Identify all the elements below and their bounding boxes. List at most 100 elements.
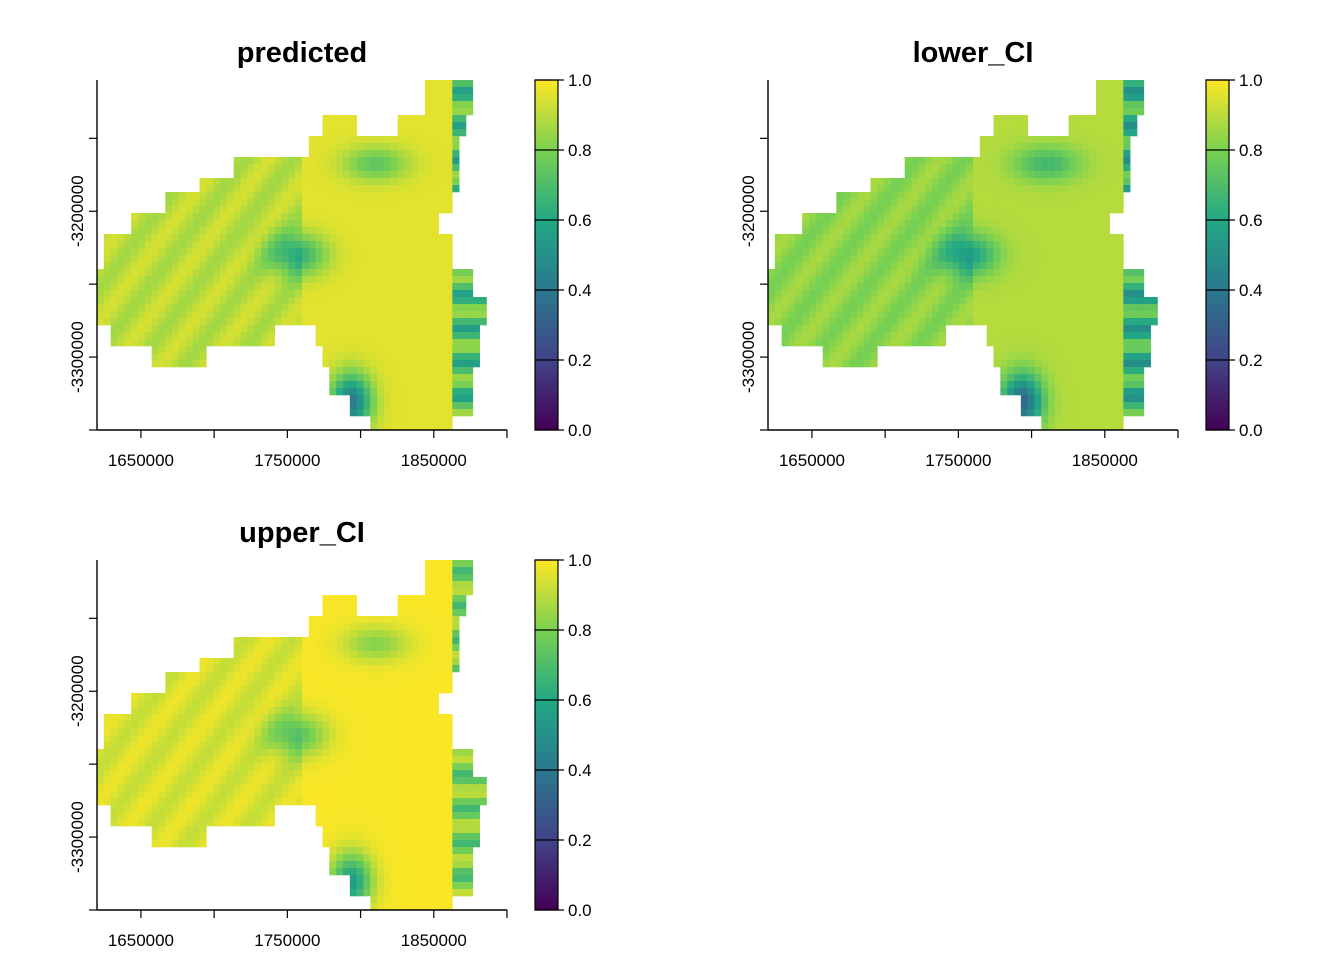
raster-cell	[254, 798, 262, 806]
raster-cell	[1055, 332, 1063, 340]
raster-cell	[267, 798, 275, 806]
raster-cell	[267, 791, 275, 799]
raster-cell	[431, 560, 439, 568]
raster-cell	[261, 178, 269, 186]
raster-cell	[295, 798, 303, 806]
raster-cell	[179, 304, 187, 312]
raster-cell	[1137, 367, 1145, 375]
raster-cell	[411, 791, 419, 799]
raster-cell	[1109, 234, 1117, 242]
raster-cell	[445, 290, 453, 298]
raster-cell	[768, 318, 776, 326]
raster-cell	[377, 833, 385, 841]
raster-cell	[117, 297, 125, 305]
raster-cell	[185, 826, 193, 834]
raster-cell	[472, 346, 480, 354]
raster-cell	[370, 185, 378, 193]
raster-cell	[343, 297, 351, 305]
raster-cell	[288, 220, 296, 228]
raster-cell	[884, 220, 892, 228]
raster-cell	[103, 234, 111, 242]
raster-cell	[226, 735, 234, 743]
raster-cell	[343, 269, 351, 277]
raster-cell	[390, 402, 398, 410]
raster-cell	[185, 234, 193, 242]
raster-cell	[138, 262, 146, 270]
raster-cell	[1075, 388, 1083, 396]
raster-cell	[411, 686, 419, 694]
raster-cell	[891, 325, 899, 333]
raster-cell	[356, 227, 364, 235]
raster-cell	[261, 637, 269, 645]
raster-cell	[438, 784, 446, 792]
raster-cell	[274, 227, 282, 235]
raster-cell	[452, 588, 460, 596]
raster-cell	[261, 714, 269, 722]
raster-cell	[1041, 283, 1049, 291]
raster-cell	[774, 255, 782, 263]
raster-cell	[322, 756, 330, 764]
raster-cell	[1068, 304, 1076, 312]
raster-cell	[179, 269, 187, 277]
raster-cell	[233, 255, 241, 263]
raster-cell	[479, 791, 487, 799]
raster-cell	[856, 276, 864, 284]
raster-cell	[850, 297, 858, 305]
raster-cell	[418, 658, 426, 666]
raster-cell	[431, 129, 439, 137]
raster-cell	[1089, 297, 1097, 305]
raster-cell	[1048, 136, 1056, 144]
raster-cell	[179, 213, 187, 221]
raster-cell	[404, 602, 412, 610]
raster-cell	[1116, 234, 1124, 242]
raster-cell	[363, 192, 371, 200]
raster-cell	[438, 819, 446, 827]
raster-cell	[254, 770, 262, 778]
raster-cell	[315, 679, 323, 687]
raster-cell	[768, 304, 776, 312]
raster-cell	[1137, 87, 1145, 95]
raster-cell	[404, 164, 412, 172]
raster-cell	[425, 80, 433, 88]
raster-cell	[1020, 283, 1028, 291]
raster-cell	[158, 241, 166, 249]
raster-cell	[213, 199, 221, 207]
raster-cell	[850, 318, 858, 326]
raster-cell	[356, 784, 364, 792]
raster-cell	[1061, 416, 1069, 424]
raster-cell	[1096, 157, 1104, 165]
raster-cell	[431, 770, 439, 778]
raster-cell	[891, 227, 899, 235]
raster-cell	[302, 269, 310, 277]
raster-cell	[904, 297, 912, 305]
raster-cell	[356, 777, 364, 785]
raster-cell	[466, 812, 474, 820]
raster-cell	[843, 241, 851, 249]
raster-cell	[397, 297, 405, 305]
raster-cell	[343, 595, 351, 603]
raster-cell	[938, 290, 946, 298]
raster-cell	[1034, 297, 1042, 305]
raster-cell	[336, 269, 344, 277]
raster-cell	[1055, 395, 1063, 403]
raster-cell	[1116, 241, 1124, 249]
raster-cell	[1034, 304, 1042, 312]
raster-cell	[438, 297, 446, 305]
raster-cell	[438, 234, 446, 242]
raster-cell	[377, 812, 385, 820]
raster-cell	[438, 101, 446, 109]
colorbar	[1205, 79, 1230, 431]
raster-cell	[384, 672, 392, 680]
raster-cell	[302, 234, 310, 242]
raster-cell	[124, 290, 132, 298]
raster-cell	[397, 637, 405, 645]
raster-cell	[431, 595, 439, 603]
raster-cell	[1137, 269, 1145, 277]
raster-cell	[856, 234, 864, 242]
raster-cell	[959, 199, 967, 207]
raster-cell	[240, 728, 248, 736]
raster-cell	[418, 700, 426, 708]
raster-cell	[390, 812, 398, 820]
raster-cell	[192, 735, 200, 743]
raster-cell	[220, 185, 228, 193]
